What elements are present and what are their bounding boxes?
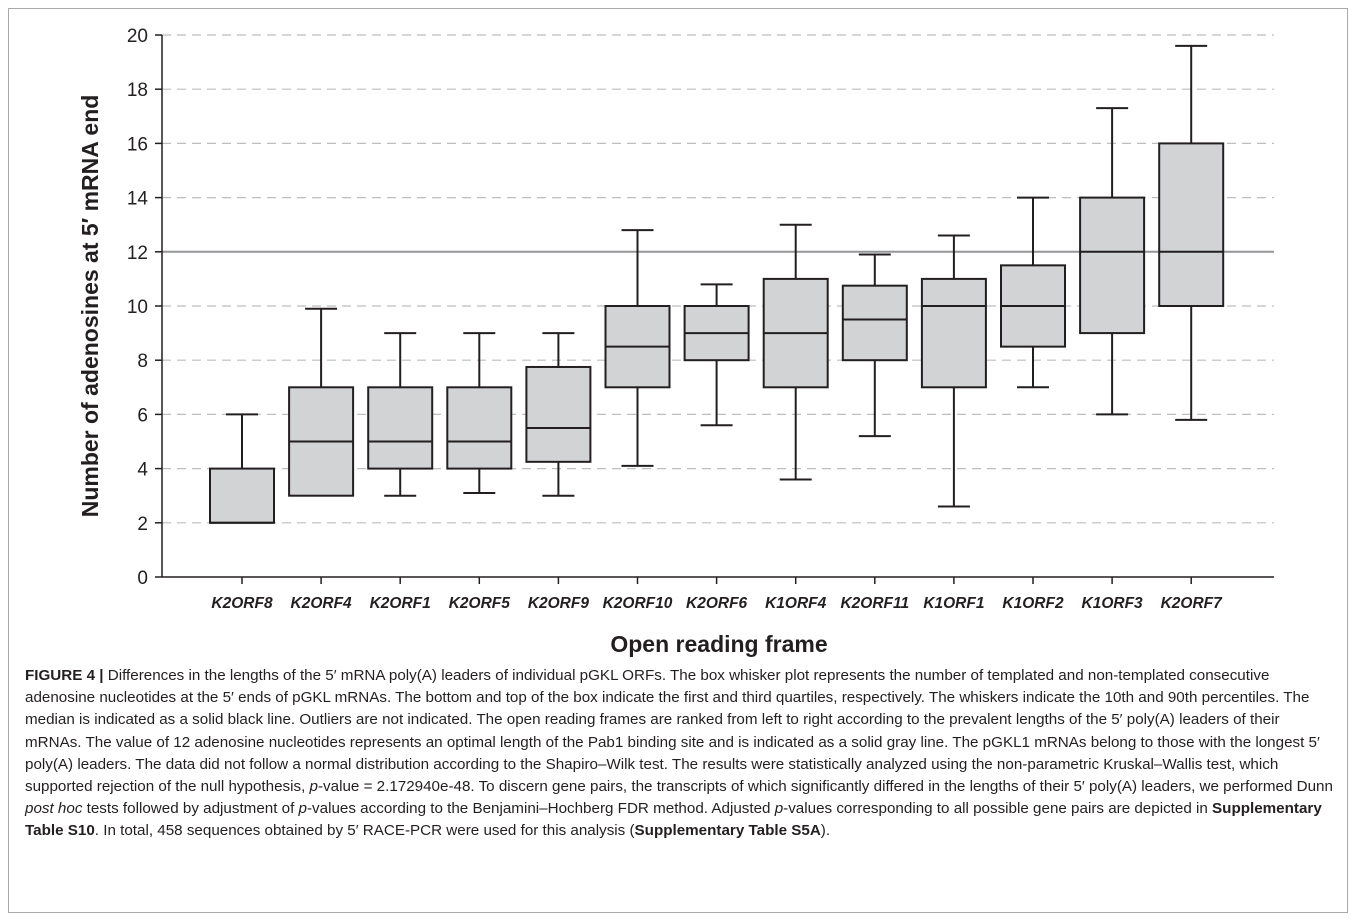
box-K2ORF9 bbox=[525, 332, 592, 497]
box-K2ORF11 bbox=[841, 253, 908, 438]
y-tick-label: 0 bbox=[137, 568, 148, 589]
y-tick-label: 16 bbox=[127, 134, 148, 155]
y-tick-label: 14 bbox=[127, 189, 149, 210]
x-tick-label-K2ORF11: K2ORF11 bbox=[840, 595, 909, 612]
box-K2ORF8 bbox=[209, 413, 275, 524]
figure-frame bbox=[8, 8, 1348, 913]
y-tick-label: 20 bbox=[127, 26, 148, 47]
x-axis-label: Open reading frame bbox=[610, 631, 827, 657]
box-K2ORF6 bbox=[683, 283, 750, 427]
iqr-box bbox=[1158, 142, 1225, 307]
x-tick-label-K1ORF3: K1ORF3 bbox=[1082, 595, 1144, 612]
iqr-box bbox=[446, 386, 513, 470]
box-K1ORF3 bbox=[1079, 107, 1146, 416]
x-tick-label-K2ORF6: K2ORF6 bbox=[686, 595, 748, 612]
caption-text: FIGURE 4 | Differences in the lengths of… bbox=[25, 665, 1335, 843]
box-K2ORF1 bbox=[367, 332, 434, 497]
x-tick-label-K2ORF5: K2ORF5 bbox=[449, 595, 511, 612]
iqr-box bbox=[525, 365, 592, 463]
x-tick-label-K2ORF10: K2ORF10 bbox=[603, 595, 673, 612]
x-tick-label-K2ORF9: K2ORF9 bbox=[528, 595, 590, 612]
caption-sentence-1: Differences in the lengths of the 5′ mRN… bbox=[25, 667, 1320, 796]
caption-post-hoc: post hoc bbox=[25, 800, 83, 818]
box-K2ORF5 bbox=[446, 332, 513, 494]
x-tick-label-K1ORF4: K1ORF4 bbox=[765, 595, 827, 612]
box-plot-chart: 0 2 4 6 8 10 12 14 16 18 20 K2ORF8 K2ORF4 K2ORF1 K2ORF… bbox=[77, 26, 1274, 657]
caption-p-italic-1: p bbox=[309, 778, 318, 796]
y-tick-label: 4 bbox=[137, 460, 148, 481]
caption-p-italic-2: p bbox=[298, 800, 307, 818]
y-tick-label: 8 bbox=[137, 351, 148, 372]
y-tick-label: 12 bbox=[127, 243, 148, 264]
box-K2ORF4 bbox=[288, 307, 355, 497]
box-K1ORF4 bbox=[762, 223, 829, 481]
x-tick-label-K2ORF7: K2ORF7 bbox=[1161, 595, 1224, 612]
box-K1ORF2 bbox=[1000, 196, 1066, 389]
boxes bbox=[209, 44, 1225, 524]
iqr-box bbox=[367, 386, 434, 470]
caption-sentence-2: -value = 2.172940e-48. To discern gene p… bbox=[317, 778, 1333, 796]
y-tick-label: 2 bbox=[137, 514, 148, 535]
caption-sentence-3: tests followed by adjustment of bbox=[82, 800, 299, 818]
x-tick-label-K1ORF2: K1ORF2 bbox=[1002, 595, 1064, 612]
box-K1ORF1 bbox=[920, 234, 987, 508]
iqr-box bbox=[841, 284, 908, 362]
x-tick-label-K2ORF4: K2ORF4 bbox=[291, 595, 353, 612]
supplementary-table-s5a-ref: Supplementary Table S5A bbox=[634, 822, 821, 840]
y-tick-label: 18 bbox=[127, 80, 148, 101]
y-tick-label: 6 bbox=[137, 405, 148, 426]
x-tick-label-K1ORF1: K1ORF1 bbox=[923, 595, 984, 612]
x-tick-label-K2ORF8: K2ORF8 bbox=[211, 595, 273, 612]
y-axis-label: Number of adenosines at 5′ mRNA end bbox=[77, 95, 103, 518]
figure-caption: FIGURE 4 | Differences in the lengths of… bbox=[25, 665, 1335, 843]
caption-sentence-5: -values corresponding to all possible ge… bbox=[783, 800, 1213, 818]
iqr-box bbox=[209, 467, 275, 524]
supplementary-table-s10-ref: Supplementary Table S10 bbox=[25, 800, 1322, 840]
caption-sentence-4: -values according to the Benjamini–Hochb… bbox=[307, 800, 775, 818]
axes: 0 2 4 6 8 10 12 14 16 18 20 K2ORF8 K2ORF4 K2ORF1 K2ORF… bbox=[127, 26, 1274, 612]
iqr-box bbox=[1079, 196, 1146, 335]
caption-sentence-6: . In total, 458 sequences obtained by 5′… bbox=[94, 822, 635, 840]
x-tick-label-K2ORF1: K2ORF1 bbox=[370, 595, 431, 612]
caption-label: FIGURE 4 | bbox=[25, 667, 104, 684]
y-tick-label: 10 bbox=[127, 297, 148, 318]
box-K2ORF7 bbox=[1158, 44, 1225, 421]
iqr-box bbox=[920, 277, 987, 389]
caption-p-italic-3: p bbox=[774, 800, 784, 818]
box-K2ORF10 bbox=[604, 229, 671, 467]
caption-sentence-7: ). bbox=[820, 822, 831, 840]
